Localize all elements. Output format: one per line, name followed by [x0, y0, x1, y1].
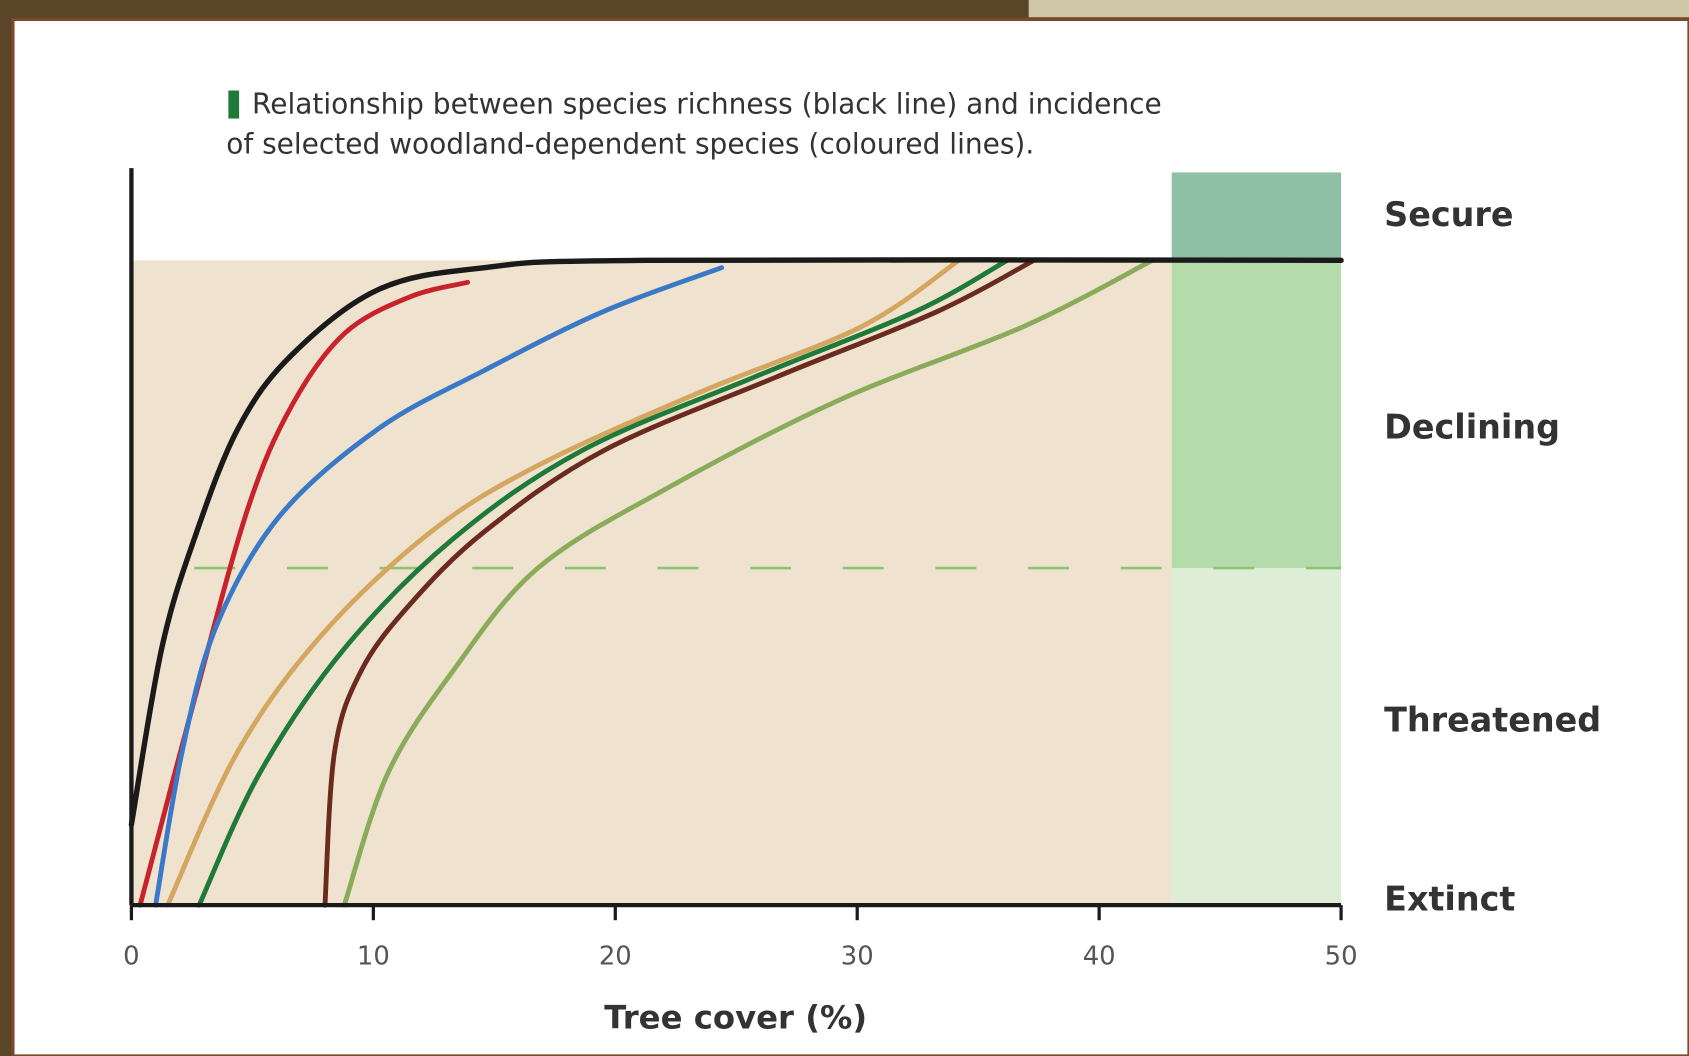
x-tick-label: 50 [1325, 941, 1358, 971]
series-line [128, 257, 1344, 828]
series-line [165, 257, 962, 908]
chart-title: of selected woodland-dependent species (… [226, 127, 1034, 160]
backdrop-strip [1028, 0, 1689, 18]
title-marker [228, 90, 240, 119]
series-line [341, 257, 1155, 908]
zone-band [1171, 568, 1342, 906]
chart-title: Relationship between species richness (b… [252, 88, 1162, 121]
zone-label: Declining [1384, 407, 1560, 446]
zone-label: Extinct [1384, 879, 1515, 918]
x-axis-label: Tree cover (%) [604, 998, 867, 1036]
zone-label: Secure [1384, 195, 1513, 234]
zone-band [1171, 260, 1342, 569]
plot-shading [131, 260, 1172, 906]
x-tick-label: 30 [841, 941, 874, 971]
x-tick-label: 10 [357, 941, 390, 971]
series-line [322, 257, 1037, 908]
x-tick-label: 0 [123, 941, 139, 971]
series-line [153, 265, 725, 908]
series-line [196, 257, 1010, 908]
x-tick-label: 40 [1083, 941, 1116, 971]
x-tick-label: 20 [599, 941, 632, 971]
zone-label: Threatened [1384, 700, 1601, 739]
zone-band [1171, 172, 1342, 261]
